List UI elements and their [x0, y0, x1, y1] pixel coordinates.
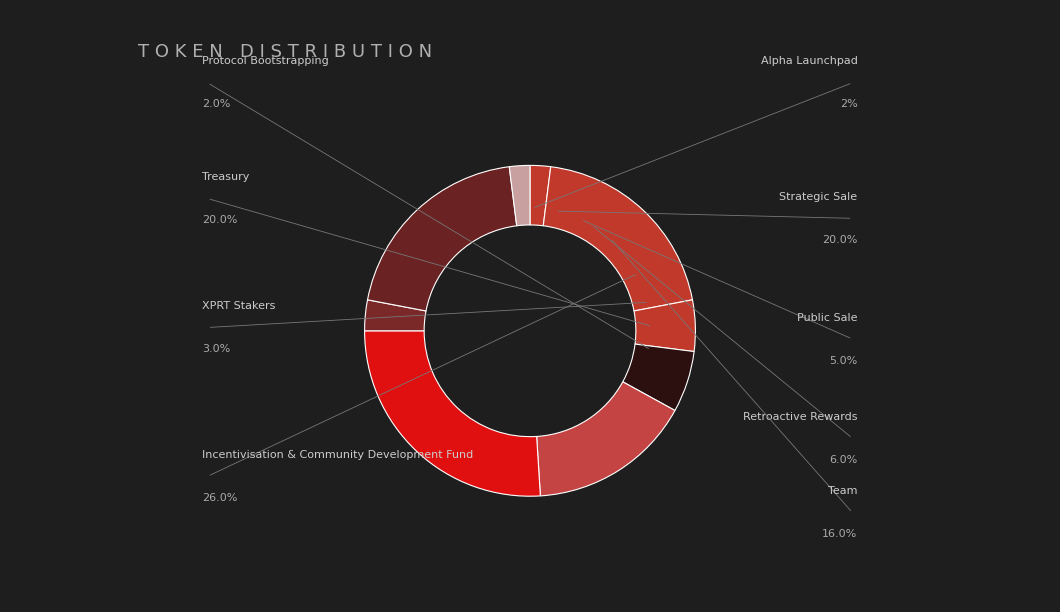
Text: Team: Team	[828, 486, 858, 496]
Text: 20.0%: 20.0%	[202, 215, 237, 225]
Text: Strategic Sale: Strategic Sale	[779, 192, 858, 202]
Text: Incentivisation & Community Development Fund: Incentivisation & Community Development …	[202, 450, 474, 460]
Text: 16.0%: 16.0%	[823, 529, 858, 539]
Wedge shape	[509, 165, 530, 226]
Text: Alpha Launchpad: Alpha Launchpad	[761, 56, 858, 66]
Text: 3.0%: 3.0%	[202, 344, 231, 354]
Text: XPRT Stakers: XPRT Stakers	[202, 301, 276, 311]
Text: Protocol Bootstrapping: Protocol Bootstrapping	[202, 56, 330, 66]
Text: 5.0%: 5.0%	[829, 356, 858, 365]
Wedge shape	[530, 165, 551, 226]
Text: 2.0%: 2.0%	[202, 99, 231, 110]
Text: T O K E N   D I S T R I B U T I O N: T O K E N D I S T R I B U T I O N	[138, 43, 431, 61]
Text: 20.0%: 20.0%	[823, 235, 858, 245]
Wedge shape	[368, 166, 516, 311]
Text: Public Sale: Public Sale	[797, 313, 858, 323]
Text: Retroactive Rewards: Retroactive Rewards	[743, 412, 858, 422]
Text: 26.0%: 26.0%	[202, 493, 237, 503]
Text: 6.0%: 6.0%	[829, 455, 858, 465]
Wedge shape	[365, 331, 541, 496]
Wedge shape	[536, 382, 675, 496]
Text: 2%: 2%	[840, 99, 858, 110]
Wedge shape	[365, 300, 426, 331]
Wedge shape	[623, 344, 694, 411]
Wedge shape	[544, 166, 692, 311]
Wedge shape	[634, 300, 695, 351]
Text: Treasury: Treasury	[202, 172, 250, 182]
